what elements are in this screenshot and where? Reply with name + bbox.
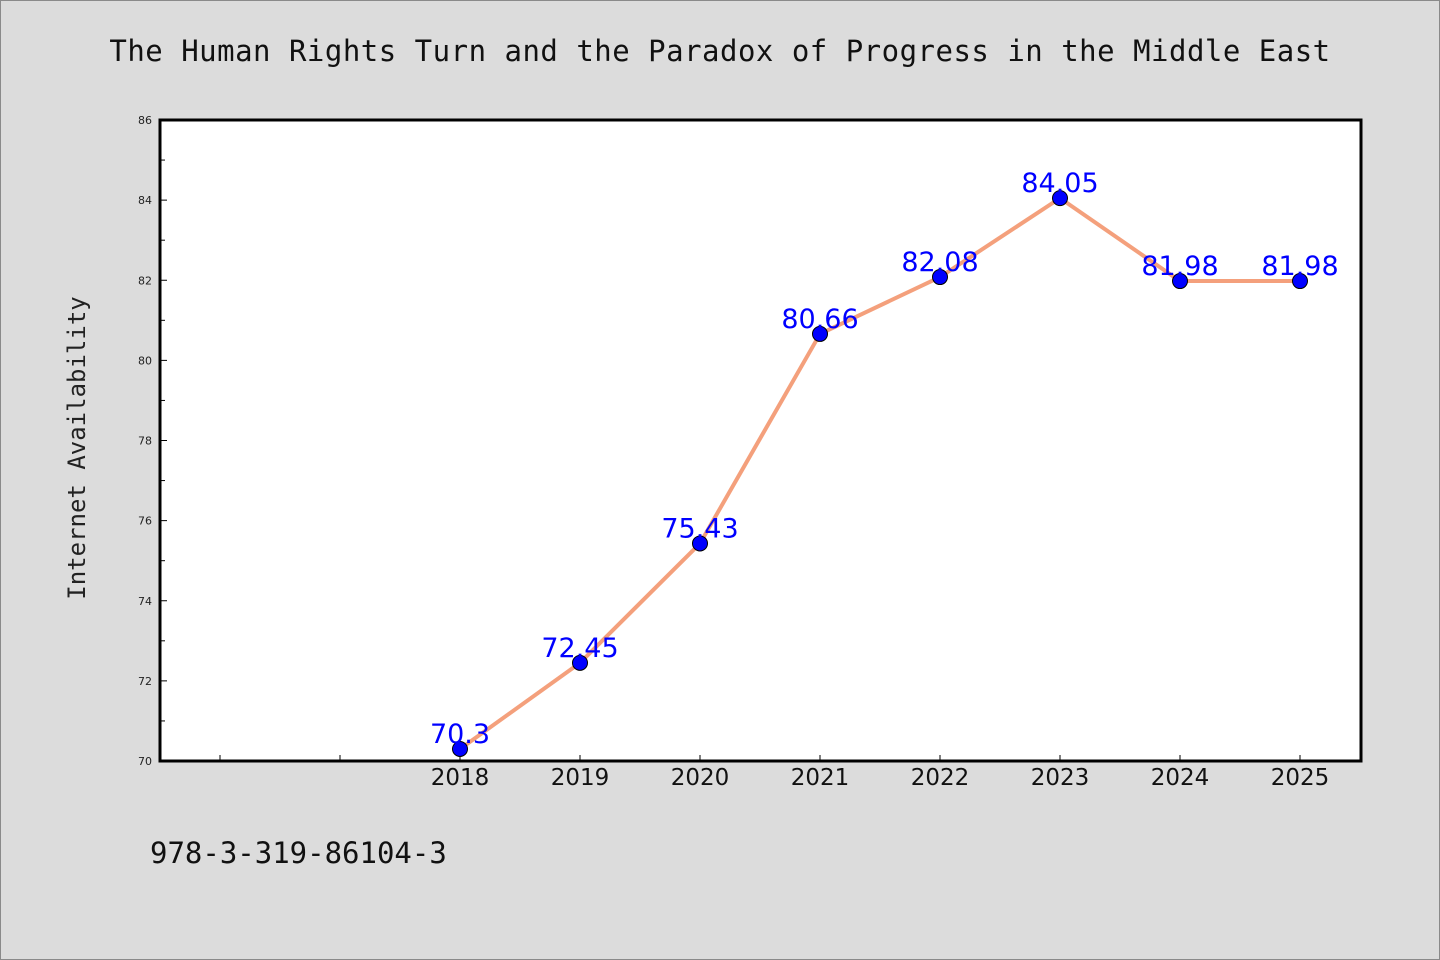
data-label: 81.98: [1141, 251, 1218, 282]
x-tick-label: 2018: [431, 765, 490, 791]
y-tick-label: 80: [138, 354, 152, 367]
x-tick-labels: 2018 2019 2020 2021 2022 2023 2024 2025: [431, 765, 1330, 791]
y-tick-label: 72: [138, 675, 152, 688]
x-tick-label: 2021: [791, 765, 850, 791]
y-tick-labels: 70 72 74 76 78 80 82 84 86: [138, 114, 152, 768]
data-point: [452, 740, 468, 757]
x-tick-label: 2022: [911, 765, 970, 791]
data-points: [452, 190, 1308, 757]
data-point: [1052, 190, 1068, 207]
x-tick-label: 2023: [1031, 765, 1090, 791]
y-tick-label: 74: [138, 595, 152, 608]
data-series: [458, 196, 1300, 751]
y-tick-label: 78: [138, 435, 152, 448]
data-label: 82.08: [901, 247, 978, 278]
data-point: [812, 325, 828, 342]
y-tick-label: 86: [138, 114, 152, 127]
data-point: [572, 654, 588, 671]
y-tick-label: 76: [138, 515, 152, 528]
x-tick-label: 2025: [1271, 765, 1330, 791]
data-point: [932, 269, 948, 286]
data-label: 70.3: [430, 719, 490, 750]
data-labels: 70.3 72.45 75.43 80.66 82.08 84.05 81.98 81.98: [430, 168, 1339, 750]
data-point: [692, 535, 708, 552]
data-label: 75.43: [661, 513, 738, 544]
y-tick-label: 82: [138, 274, 152, 287]
x-tick-label: 2024: [1151, 765, 1210, 791]
isbn-text: 978-3-319-86104-3: [150, 836, 447, 870]
y-tick-label: 84: [138, 194, 152, 207]
data-label: 81.98: [1261, 251, 1338, 282]
series-line: [458, 196, 1300, 751]
y-tick-label: 70: [138, 755, 152, 768]
data-label: 84.05: [1021, 168, 1098, 199]
x-tick-label: 2019: [551, 765, 610, 791]
data-label: 80.66: [781, 304, 858, 335]
data-point: [1292, 273, 1308, 290]
data-label: 72.45: [541, 633, 618, 664]
x-tick-label: 2020: [671, 765, 730, 791]
plot-border: [158, 118, 1363, 763]
data-point: [1172, 273, 1188, 290]
chart-title: The Human Rights Turn and the Paradox of…: [109, 34, 1331, 68]
